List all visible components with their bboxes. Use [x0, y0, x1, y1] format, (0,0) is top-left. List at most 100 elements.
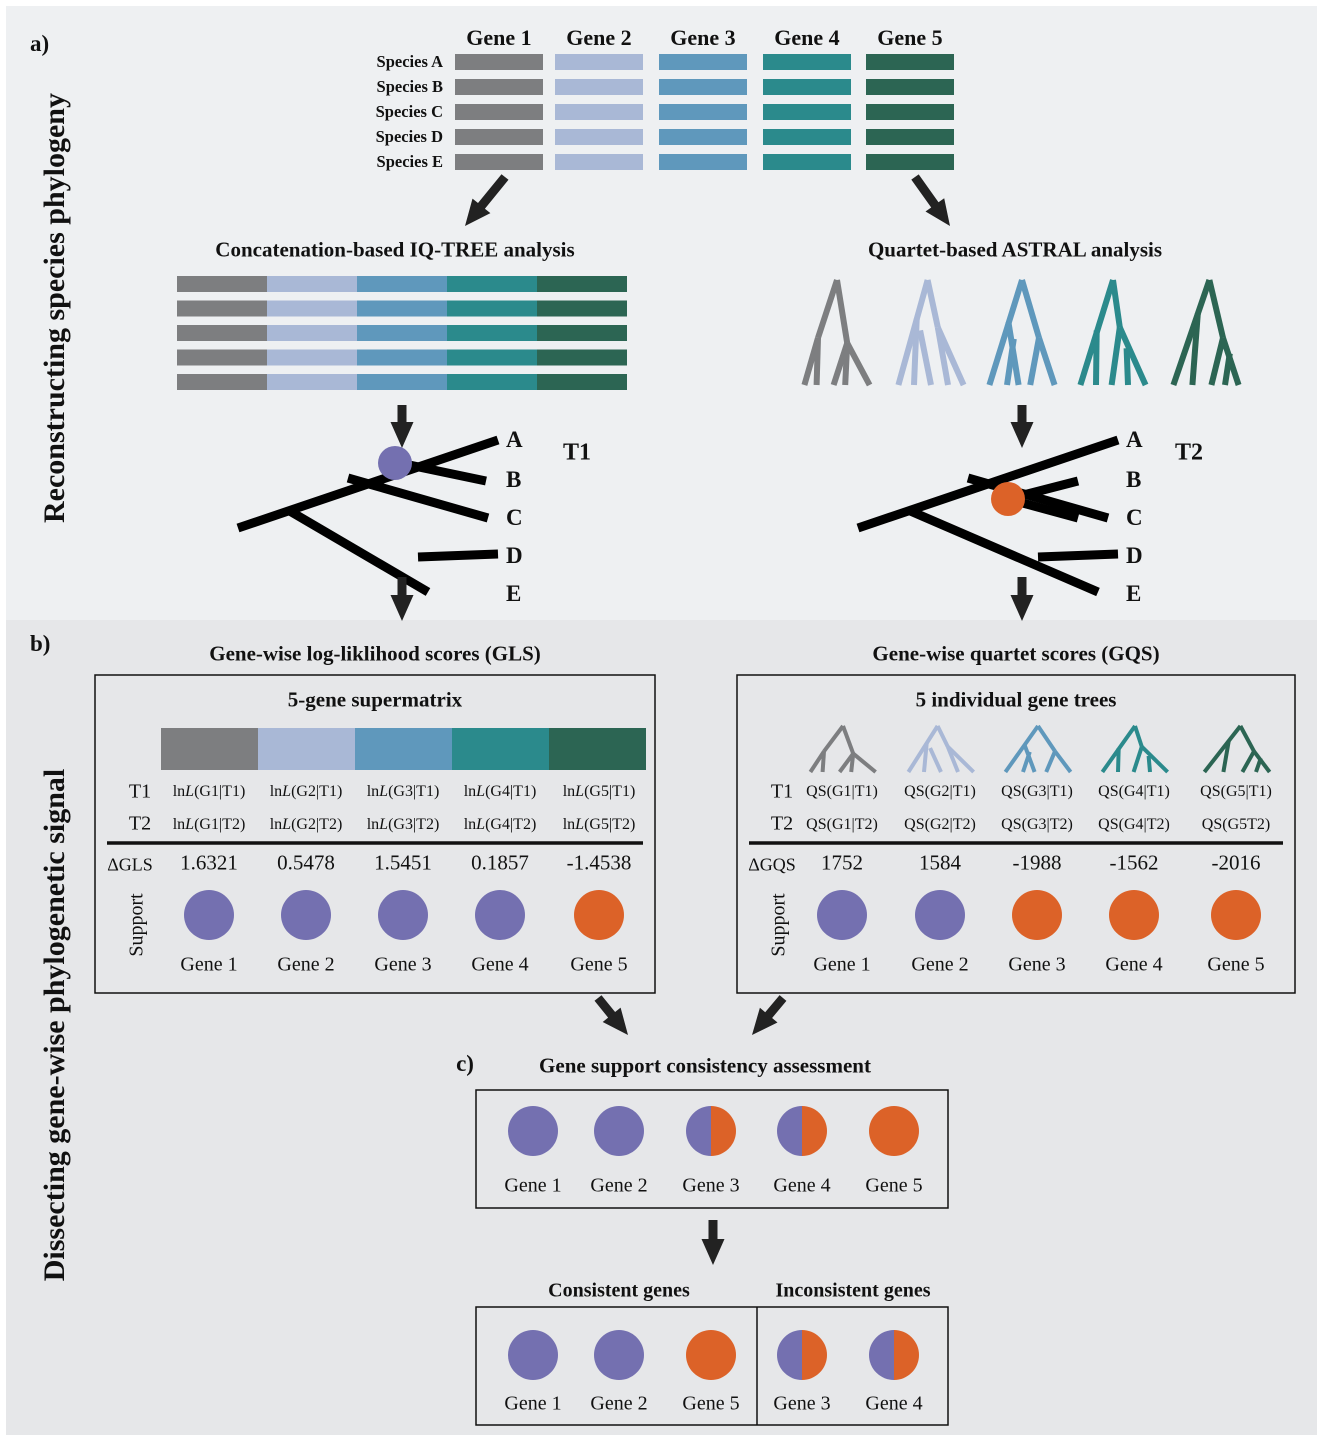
arrow-gqs-to-consistency — [752, 995, 787, 1035]
astral-title: Quartet-based ASTRAL analysis — [867, 237, 1163, 262]
small-gene-tree-1-branch — [820, 751, 826, 773]
alignment-block — [763, 129, 851, 145]
alignment-block — [659, 54, 747, 70]
species-tree-t1-taxon-B: B — [506, 467, 522, 492]
consistency-gene-label: Gene 2 — [590, 1174, 648, 1197]
species-tree-t1-taxon-A: A — [506, 427, 523, 452]
species-tree-t1-branch — [417, 549, 499, 562]
gqs-support — [1012, 890, 1062, 940]
consistency-title: Gene support consistency assessment — [539, 1053, 871, 1078]
gls-delta-value: 1.5451 — [374, 850, 432, 875]
small-gene-tree-1 — [808, 724, 877, 774]
alignment-block — [866, 104, 954, 120]
supermatrix-row-block — [177, 349, 267, 366]
gls-t2-score: lnL(G1|T2) — [172, 816, 246, 833]
small-gene-tree-1-branch — [808, 750, 826, 774]
species-tree-t1-node — [378, 446, 412, 480]
gls-title: Gene-wise log-liklihood scores (GLS) — [209, 641, 541, 666]
gls-row-t1: T1 — [128, 780, 152, 803]
supermatrix-row-block — [537, 349, 627, 366]
gqs-box — [736, 674, 1296, 994]
small-gene-tree-1-branch — [849, 753, 856, 773]
supermatrix-block — [452, 728, 549, 770]
concatenation-title: Concatenation-based IQ-TREE analysis — [215, 237, 575, 262]
gls-t1-score: lnL(G4|T1) — [463, 783, 537, 800]
species-label: Species C — [375, 102, 443, 121]
small-gene-tree-4-branch — [1133, 725, 1144, 748]
consistency-support — [594, 1106, 644, 1156]
gls-support-label: Support — [125, 893, 148, 957]
gqs-row-t2: T2 — [770, 812, 794, 835]
alignment-block — [555, 129, 643, 145]
gene-tree-4-branch — [1123, 348, 1131, 386]
gqs-t2-score: QS(G2|T2) — [904, 816, 976, 833]
supermatrix-row-block — [177, 300, 267, 317]
consistent-gene-label: Gene 2 — [590, 1392, 648, 1415]
gqs-gene-label: Gene 1 — [813, 953, 871, 976]
panel-b-side-title: Dissecting gene-wise phylogenetic signal — [38, 768, 71, 1282]
alignment-block — [866, 129, 954, 145]
gls-t2-score: lnL(G5|T2) — [562, 816, 636, 833]
species-tree-t2-branch — [906, 505, 1100, 597]
inconsistent-gene-label: Gene 3 — [773, 1392, 831, 1415]
gene-tree-2-branch — [924, 279, 941, 328]
alignment-block — [866, 79, 954, 95]
panel-a-side-title: Reconstructing species phylogeny — [38, 93, 71, 523]
gqs-support-label: Support — [767, 893, 790, 957]
supermatrix-row-block — [267, 325, 357, 341]
gls-t1-score: lnL(G5|T1) — [562, 783, 636, 800]
inconsistent-support-t2-half — [802, 1330, 827, 1380]
supermatrix-block — [258, 728, 355, 770]
consistency-gene-label: Gene 5 — [865, 1174, 923, 1197]
small-gene-tree-3-branch — [1053, 750, 1073, 774]
species-tree-t1-taxon-D: D — [506, 543, 523, 568]
supermatrix-row-block — [447, 300, 537, 317]
gqs-t2-score: QS(G4|T2) — [1098, 816, 1170, 833]
small-gene-tree-5-branch — [1202, 724, 1242, 774]
alignment-block — [763, 54, 851, 70]
gqs-delta-label: ΔGQS — [748, 854, 796, 875]
consistency-support-t1-half — [686, 1106, 711, 1156]
panel-b-label: b) — [30, 631, 51, 656]
gqs-t2-score: QS(G3|T2) — [1001, 816, 1073, 833]
gqs-delta-value: -2016 — [1211, 850, 1261, 875]
alignment-block — [555, 104, 643, 120]
supermatrix-row-block — [447, 325, 537, 341]
gene-tree-4-branch — [1117, 326, 1149, 387]
consistency-gene-label: Gene 4 — [773, 1174, 831, 1197]
species-tree-t1-taxon-C: C — [506, 505, 523, 530]
arrow-to-concatenation — [465, 174, 509, 226]
species-label: Species E — [376, 152, 443, 171]
alignment-block — [763, 79, 851, 95]
species-tree-t1-taxon-E: E — [506, 581, 522, 606]
inconsistent-support-t1-half — [869, 1330, 894, 1380]
small-gene-tree-3-branch — [1044, 750, 1057, 773]
supermatrix-row-block — [267, 300, 357, 317]
consistent-support — [594, 1330, 644, 1380]
gene-tree-1-branch — [844, 341, 873, 387]
gls-delta-value: 0.1857 — [471, 850, 529, 875]
gene-tree-5-branch — [1189, 313, 1201, 386]
species-tree-t2-taxon-C: C — [1126, 505, 1143, 530]
gene-tree-3-branch — [1036, 336, 1058, 386]
gqs-delta-value: -1988 — [1012, 850, 1062, 875]
small-gene-tree-4-branch — [1131, 746, 1144, 773]
gqs-support — [817, 890, 867, 940]
small-gene-tree-2-branch — [935, 725, 950, 748]
gqs-row-t1: T1 — [770, 780, 794, 803]
supermatrix-row-block — [267, 276, 357, 292]
small-gene-tree-5 — [1202, 724, 1272, 774]
species-tree-t2-node — [991, 482, 1025, 516]
gene-header: Gene 2 — [566, 25, 632, 50]
gls-t1-score: lnL(G2|T1) — [269, 783, 343, 800]
small-gene-tree-5-branch — [1252, 750, 1272, 774]
alignment-block — [659, 104, 747, 120]
species-tree-t2-taxon-D: D — [1126, 543, 1143, 568]
gqs-delta-value: 1752 — [821, 850, 863, 875]
alignment-block — [455, 104, 543, 120]
gene-tree-3-branch — [1027, 337, 1042, 386]
consistency-gene-label: Gene 3 — [682, 1174, 740, 1197]
gls-support — [378, 890, 428, 940]
small-gene-tree-1-branch — [822, 724, 845, 753]
gls-row-t2: T2 — [128, 812, 152, 835]
